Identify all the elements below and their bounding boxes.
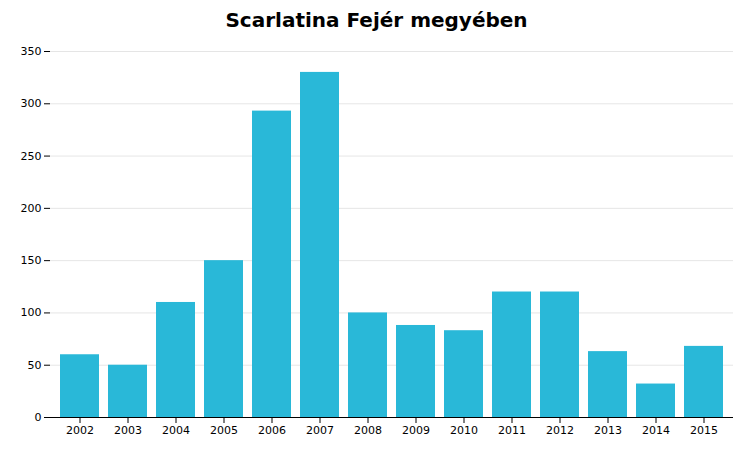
svg-text:2014: 2014 <box>642 424 670 437</box>
html-text:Scarlatina Fejér megyében: Scarlatina Fejér megyében <box>225 8 528 32</box>
svg-text:2007: 2007 <box>306 424 334 437</box>
svg-text:2013: 2013 <box>594 424 622 437</box>
svg-text:300: 300 <box>21 97 42 110</box>
svg-text:100: 100 <box>21 306 42 319</box>
svg-text:200: 200 <box>21 202 42 215</box>
svg-text:2015: 2015 <box>690 424 718 437</box>
svg-text:350: 350 <box>21 45 42 58</box>
svg-text:2012: 2012 <box>546 424 574 437</box>
svg-text:0: 0 <box>35 411 42 424</box>
svg-text:50: 50 <box>28 359 42 372</box>
svg-text:2009: 2009 <box>402 424 430 437</box>
svg-text:250: 250 <box>21 150 42 163</box>
svg-text:2004: 2004 <box>162 424 190 437</box>
svg-text:2003: 2003 <box>114 424 142 437</box>
svg-text:2002: 2002 <box>66 424 94 437</box>
svg-text:2008: 2008 <box>354 424 382 437</box>
svg-text:2011: 2011 <box>498 424 526 437</box>
svg-text:2006: 2006 <box>258 424 286 437</box>
svg-text:2010: 2010 <box>450 424 478 437</box>
svg-text:150: 150 <box>21 254 42 267</box>
svg-text:2005: 2005 <box>210 424 238 437</box>
